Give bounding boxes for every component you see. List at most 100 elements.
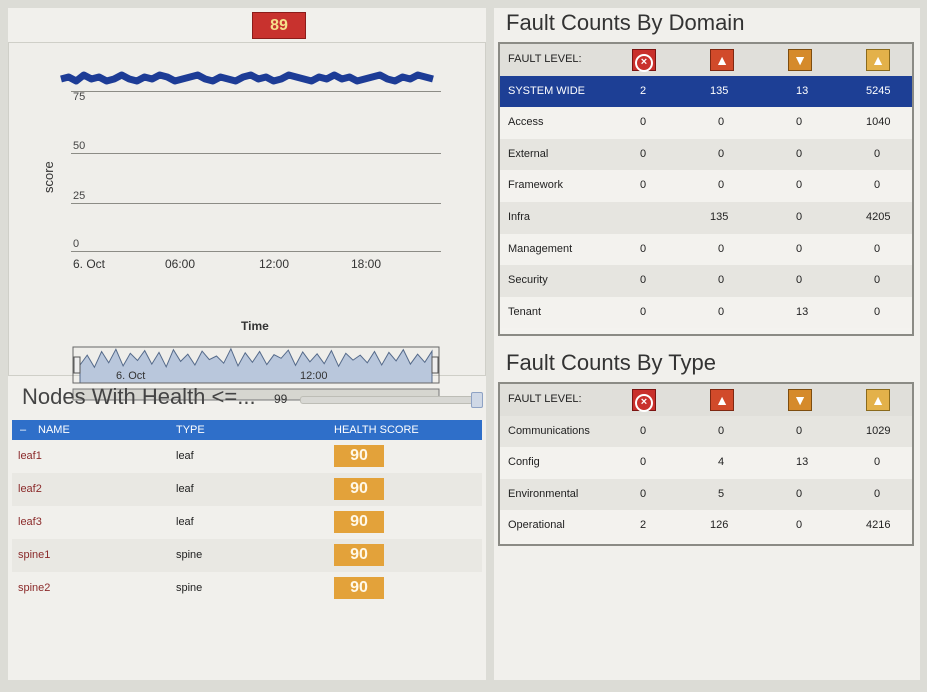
fault-count[interactable]: 0 bbox=[718, 179, 725, 192]
fault-count[interactable]: 0 bbox=[796, 210, 803, 223]
health-threshold-slider[interactable] bbox=[300, 392, 483, 408]
fault-count[interactable]: 0 bbox=[796, 179, 803, 192]
fault-count[interactable]: 0 bbox=[796, 116, 803, 129]
nodes-table-header: – NAME TYPE HEALTH SCORE bbox=[12, 420, 482, 440]
node-name[interactable]: spine2 bbox=[18, 582, 51, 594]
node-type: leaf bbox=[176, 516, 194, 528]
fault-count[interactable]: 0 bbox=[718, 242, 725, 255]
fault-count[interactable]: 0 bbox=[640, 424, 647, 437]
fault-count[interactable]: 0 bbox=[718, 116, 725, 129]
health-score-badge: 89 bbox=[252, 12, 306, 39]
fault-count[interactable]: 0 bbox=[874, 242, 881, 255]
fault-type-table: FAULT LEVEL: × ▲ ▼ ▲ Communications 0 0 0 1029 Con… bbox=[498, 382, 914, 546]
x-tick-label: 06:00 bbox=[165, 257, 196, 271]
node-row[interactable]: leaf1 leaf 90 bbox=[12, 440, 482, 473]
fault-count[interactable]: 0 bbox=[796, 242, 803, 255]
node-row[interactable]: spine1 spine 90 bbox=[12, 539, 482, 572]
x-tick-label: 6. Oct bbox=[73, 257, 106, 271]
node-name[interactable]: spine1 bbox=[18, 549, 51, 561]
column-header-name[interactable]: NAME bbox=[38, 424, 70, 436]
fault-row-label: Config bbox=[508, 456, 540, 469]
critical-icon: × bbox=[632, 389, 656, 412]
fault-count[interactable]: 0 bbox=[796, 519, 803, 532]
node-name[interactable]: leaf3 bbox=[18, 516, 42, 528]
column-header-type[interactable]: TYPE bbox=[176, 424, 205, 436]
fault-row[interactable]: Security 0 0 0 0 bbox=[500, 265, 912, 297]
fault-count[interactable]: 1040 bbox=[866, 116, 891, 129]
fault-row[interactable]: Infra 135 0 4205 bbox=[500, 201, 912, 234]
fault-count[interactable]: 5245 bbox=[866, 84, 891, 97]
fault-count[interactable]: 0 bbox=[640, 116, 647, 129]
fault-count[interactable]: 0 bbox=[718, 147, 725, 160]
node-row[interactable]: spine2 spine 90 bbox=[12, 572, 482, 605]
fault-count[interactable]: 0 bbox=[874, 305, 881, 318]
fault-count[interactable]: 135 bbox=[710, 84, 729, 97]
navigator-handle-left[interactable] bbox=[73, 356, 81, 374]
fault-count[interactable]: 13 bbox=[796, 84, 809, 97]
fault-count[interactable]: 0 bbox=[640, 274, 647, 287]
fault-count[interactable]: 0 bbox=[874, 179, 881, 192]
fault-count[interactable]: 5 bbox=[718, 487, 725, 500]
fault-row-label: Security bbox=[508, 274, 548, 287]
node-row[interactable]: leaf2 leaf 90 bbox=[12, 473, 482, 506]
fault-count[interactable]: 4216 bbox=[866, 519, 891, 532]
fault-count[interactable]: 4205 bbox=[866, 210, 891, 223]
fault-count[interactable]: 0 bbox=[796, 424, 803, 437]
major-icon: ▲ bbox=[710, 389, 734, 411]
fault-count[interactable]: 0 bbox=[874, 147, 881, 160]
fault-count[interactable]: 0 bbox=[640, 179, 647, 192]
fault-count[interactable]: 135 bbox=[710, 210, 729, 223]
fault-count[interactable]: 13 bbox=[796, 305, 809, 318]
navigator-handle-right[interactable] bbox=[431, 356, 439, 374]
sort-icon[interactable]: – bbox=[20, 424, 27, 436]
fault-row[interactable]: Environmental 0 5 0 0 bbox=[500, 478, 912, 511]
time-navigator[interactable]: 6. Oct 12:00 bbox=[72, 343, 440, 403]
fault-count[interactable]: 0 bbox=[874, 487, 881, 500]
gridline-75 bbox=[71, 91, 441, 92]
column-header-health-score[interactable]: HEALTH SCORE bbox=[334, 424, 419, 436]
node-row[interactable]: leaf3 leaf 90 bbox=[12, 506, 482, 539]
fault-count[interactable]: 13 bbox=[796, 456, 809, 469]
fault-count[interactable]: 1029 bbox=[866, 424, 891, 437]
fault-row[interactable]: External 0 0 0 0 bbox=[500, 138, 912, 171]
health-score-chart: 75 50 25 0 score 6. Oct 06:00 12:00 18:0… bbox=[8, 42, 486, 401]
fault-count[interactable]: 2 bbox=[640, 84, 647, 97]
fault-count[interactable]: 0 bbox=[796, 487, 803, 500]
slider-handle[interactable] bbox=[471, 392, 483, 408]
fault-level-header: FAULT LEVEL: × ▲ ▼ ▲ bbox=[500, 44, 912, 76]
fault-count[interactable]: 0 bbox=[640, 456, 647, 469]
fault-count[interactable]: 0 bbox=[874, 274, 881, 287]
fault-level-label: FAULT LEVEL: bbox=[508, 53, 582, 65]
fault-count[interactable]: 0 bbox=[640, 147, 647, 160]
fault-count[interactable]: 0 bbox=[640, 487, 647, 500]
fault-count[interactable]: 0 bbox=[718, 424, 725, 437]
fault-row[interactable]: Management 0 0 0 0 bbox=[500, 233, 912, 266]
fault-count[interactable]: 0 bbox=[796, 274, 803, 287]
x-tick-label: 18:00 bbox=[351, 257, 382, 271]
fault-row[interactable]: Access 0 0 0 1040 bbox=[500, 107, 912, 139]
fault-row[interactable]: SYSTEM WIDE 2 135 13 5245 bbox=[500, 75, 912, 108]
fault-count[interactable]: 0 bbox=[640, 242, 647, 255]
fault-count[interactable]: 0 bbox=[640, 305, 647, 318]
fault-count[interactable]: 0 bbox=[874, 456, 881, 469]
fault-count[interactable]: 0 bbox=[718, 305, 725, 318]
fault-level-header: FAULT LEVEL: × ▲ ▼ ▲ bbox=[500, 384, 912, 416]
fault-count[interactable]: 2 bbox=[640, 519, 647, 532]
fault-row-label: Infra bbox=[508, 210, 531, 223]
navigator-scrollbar[interactable] bbox=[72, 388, 440, 401]
node-name[interactable]: leaf1 bbox=[18, 450, 42, 462]
y-tick-label: 25 bbox=[73, 190, 86, 202]
fault-row[interactable]: Config 0 4 13 0 bbox=[500, 447, 912, 479]
fault-row[interactable]: Tenant 0 0 13 0 bbox=[500, 296, 912, 329]
gridline-50 bbox=[71, 153, 441, 154]
fault-count[interactable]: 126 bbox=[710, 519, 729, 532]
fault-count[interactable]: 4 bbox=[718, 456, 725, 469]
fault-count[interactable]: 0 bbox=[796, 147, 803, 160]
fault-row[interactable]: Operational 2 126 0 4216 bbox=[500, 510, 912, 542]
gridline-0 bbox=[71, 251, 441, 252]
fault-count[interactable]: 0 bbox=[718, 274, 725, 287]
node-name[interactable]: leaf2 bbox=[18, 483, 42, 495]
y-tick-label: 75 bbox=[73, 91, 86, 103]
fault-row[interactable]: Framework 0 0 0 0 bbox=[500, 170, 912, 202]
fault-row[interactable]: Communications 0 0 0 1029 bbox=[500, 415, 912, 448]
